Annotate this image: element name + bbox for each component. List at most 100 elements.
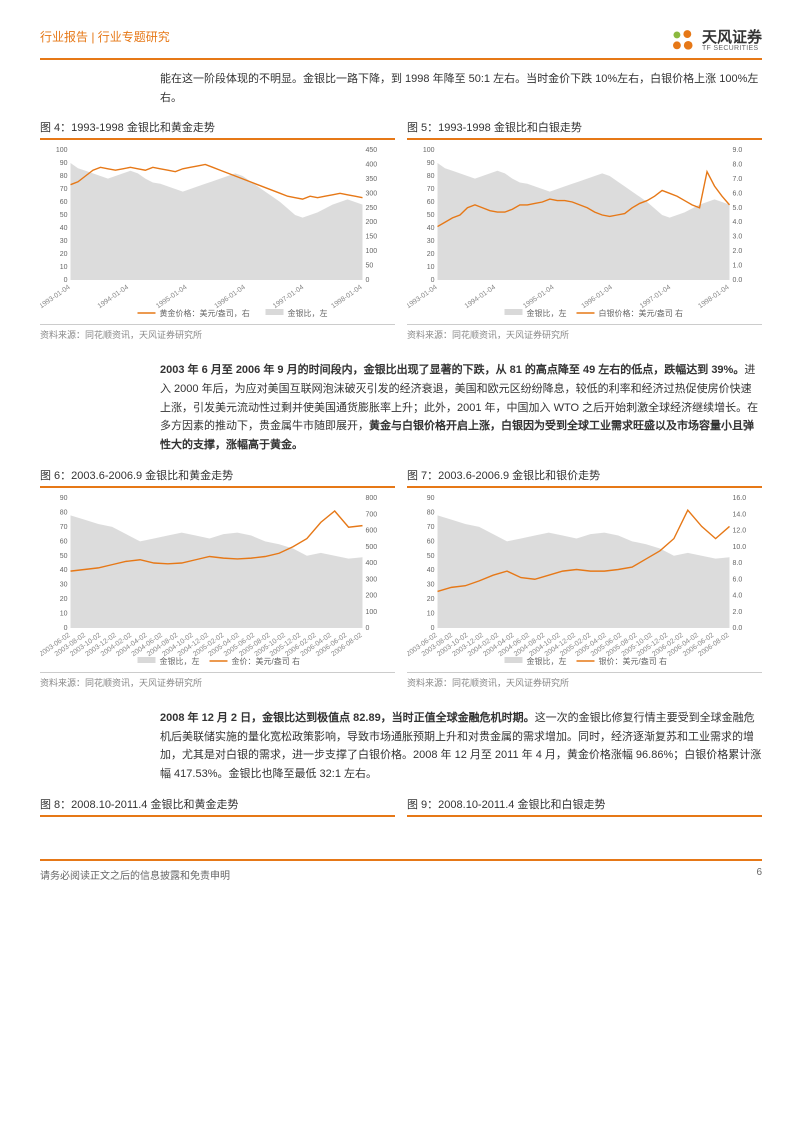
svg-text:100: 100 [423,147,435,154]
svg-text:0.0: 0.0 [733,277,743,284]
svg-text:80: 80 [427,509,435,516]
svg-text:90: 90 [60,495,68,502]
chart4: 0102030405060708090100050100150200250300… [40,142,395,322]
svg-text:40: 40 [427,567,435,574]
svg-text:600: 600 [366,527,378,534]
svg-text:1996-01-04: 1996-01-04 [213,284,246,310]
chart6-title: 图 6：2003.6-2006.9 金银比和黄金走势 [40,467,395,488]
svg-text:200: 200 [366,220,378,227]
svg-text:1998-01-04: 1998-01-04 [330,284,363,310]
svg-text:1994-01-04: 1994-01-04 [97,284,130,310]
svg-text:金价：美元/盎司 右: 金价：美元/盎司 右 [232,656,300,666]
svg-text:60: 60 [60,538,68,545]
svg-text:20: 20 [427,251,435,258]
svg-text:10: 10 [60,264,68,271]
svg-text:2.0: 2.0 [733,248,743,255]
svg-text:1994-01-04: 1994-01-04 [464,284,497,310]
svg-text:60: 60 [60,199,68,206]
svg-text:10: 10 [60,610,68,617]
svg-text:500: 500 [366,544,378,551]
svg-text:50: 50 [60,212,68,219]
page-number: 6 [756,867,762,882]
svg-text:4.0: 4.0 [733,220,743,227]
header-left-text: 行业报告 | 行业专题研究 [40,28,170,45]
svg-text:8.0: 8.0 [733,560,743,567]
chart4-title: 图 4：1993-1998 金银比和黄金走势 [40,119,395,140]
svg-text:0: 0 [64,277,68,284]
svg-text:14.0: 14.0 [733,511,747,518]
svg-text:50: 50 [366,263,374,270]
chart8-title: 图 8：2008.10-2011.4 金银比和黄金走势 [40,796,395,817]
svg-text:250: 250 [366,205,378,212]
svg-text:100: 100 [366,248,378,255]
svg-text:16.0: 16.0 [733,495,747,502]
paragraph-2: 2003 年 6 月至 2006 年 9 月的时间段内，金银比出现了显著的下跌，… [40,361,762,454]
svg-text:3.0: 3.0 [733,234,743,241]
svg-text:6.0: 6.0 [733,576,743,583]
svg-text:70: 70 [427,186,435,193]
svg-text:30: 30 [60,238,68,245]
svg-text:白银价格：美元/盎司 右: 白银价格：美元/盎司 右 [599,308,683,318]
svg-text:150: 150 [366,234,378,241]
svg-text:金银比，左: 金银比，左 [527,308,567,318]
svg-text:0.0: 0.0 [733,625,743,632]
svg-text:70: 70 [427,524,435,531]
svg-text:7.0: 7.0 [733,176,743,183]
logo-cn-text: 天风证券 [702,30,762,45]
svg-text:6.0: 6.0 [733,191,743,198]
svg-text:700: 700 [366,511,378,518]
svg-text:黄金价格：美元/盎司，右: 黄金价格：美元/盎司，右 [160,308,250,318]
svg-text:60: 60 [427,538,435,545]
svg-text:10: 10 [427,610,435,617]
svg-text:20: 20 [60,251,68,258]
svg-text:30: 30 [427,238,435,245]
svg-text:1997-01-04: 1997-01-04 [272,284,305,310]
chart7-title: 图 7：2003.6-2006.9 金银比和银价走势 [407,467,762,488]
chart6-source: 资料来源：同花顺资讯，天风证券研究所 [40,672,395,689]
svg-text:0: 0 [366,277,370,284]
para2-bold1: 2003 年 6 月至 2006 年 9 月的时间段内，金银比出现了显著的下跌，… [160,364,744,376]
svg-text:9.0: 9.0 [733,147,743,154]
svg-text:50: 50 [60,553,68,560]
svg-text:300: 300 [366,576,378,583]
logo-block: 天风证券 TF SECURITIES [670,28,762,54]
svg-text:金银比，左: 金银比，左 [160,656,200,666]
footer-disclaimer: 请务必阅读正文之后的信息披露和免责申明 [40,867,230,882]
chart5-title: 图 5：1993-1998 金银比和白银走势 [407,119,762,140]
svg-text:5.0: 5.0 [733,205,743,212]
svg-text:40: 40 [427,225,435,232]
svg-text:1993-01-04: 1993-01-04 [40,284,72,310]
svg-text:2.0: 2.0 [733,609,743,616]
svg-text:40: 40 [60,567,68,574]
chart7: 01020304050607080900.02.04.06.08.010.012… [407,490,762,670]
svg-text:0: 0 [64,625,68,632]
svg-text:8.0: 8.0 [733,162,743,169]
svg-text:80: 80 [60,509,68,516]
svg-text:4.0: 4.0 [733,592,743,599]
svg-text:450: 450 [366,147,378,154]
intro-paragraph: 能在这一阶段体现的不明显。金银比一路下降，到 1998 年降至 50:1 左右。… [40,70,762,107]
svg-text:金银比，左: 金银比，左 [288,308,328,318]
chart6: 0102030405060708090010020030040050060070… [40,490,395,670]
svg-text:12.0: 12.0 [733,527,747,534]
svg-text:80: 80 [60,173,68,180]
paragraph-3: 2008 年 12 月 2 日，金银比达到极值点 82.89，当时正值全球金融危… [40,709,762,784]
svg-text:0: 0 [431,625,435,632]
logo-en-text: TF SECURITIES [702,45,762,52]
svg-text:10: 10 [427,264,435,271]
chart9-title: 图 9：2008.10-2011.4 金银比和白银走势 [407,796,762,817]
svg-text:20: 20 [427,596,435,603]
svg-text:0: 0 [366,625,370,632]
svg-text:30: 30 [427,581,435,588]
para3-bold: 2008 年 12 月 2 日，金银比达到极值点 82.89，当时正值全球金融危… [160,712,535,724]
svg-text:60: 60 [427,199,435,206]
svg-text:400: 400 [366,560,378,567]
svg-text:90: 90 [427,495,435,502]
svg-text:50: 50 [427,553,435,560]
chart4-source: 资料来源：同花顺资讯，天风证券研究所 [40,324,395,341]
svg-text:80: 80 [427,173,435,180]
svg-text:1.0: 1.0 [733,263,743,270]
svg-text:1996-01-04: 1996-01-04 [580,284,613,310]
svg-text:30: 30 [60,581,68,588]
svg-text:70: 70 [60,186,68,193]
